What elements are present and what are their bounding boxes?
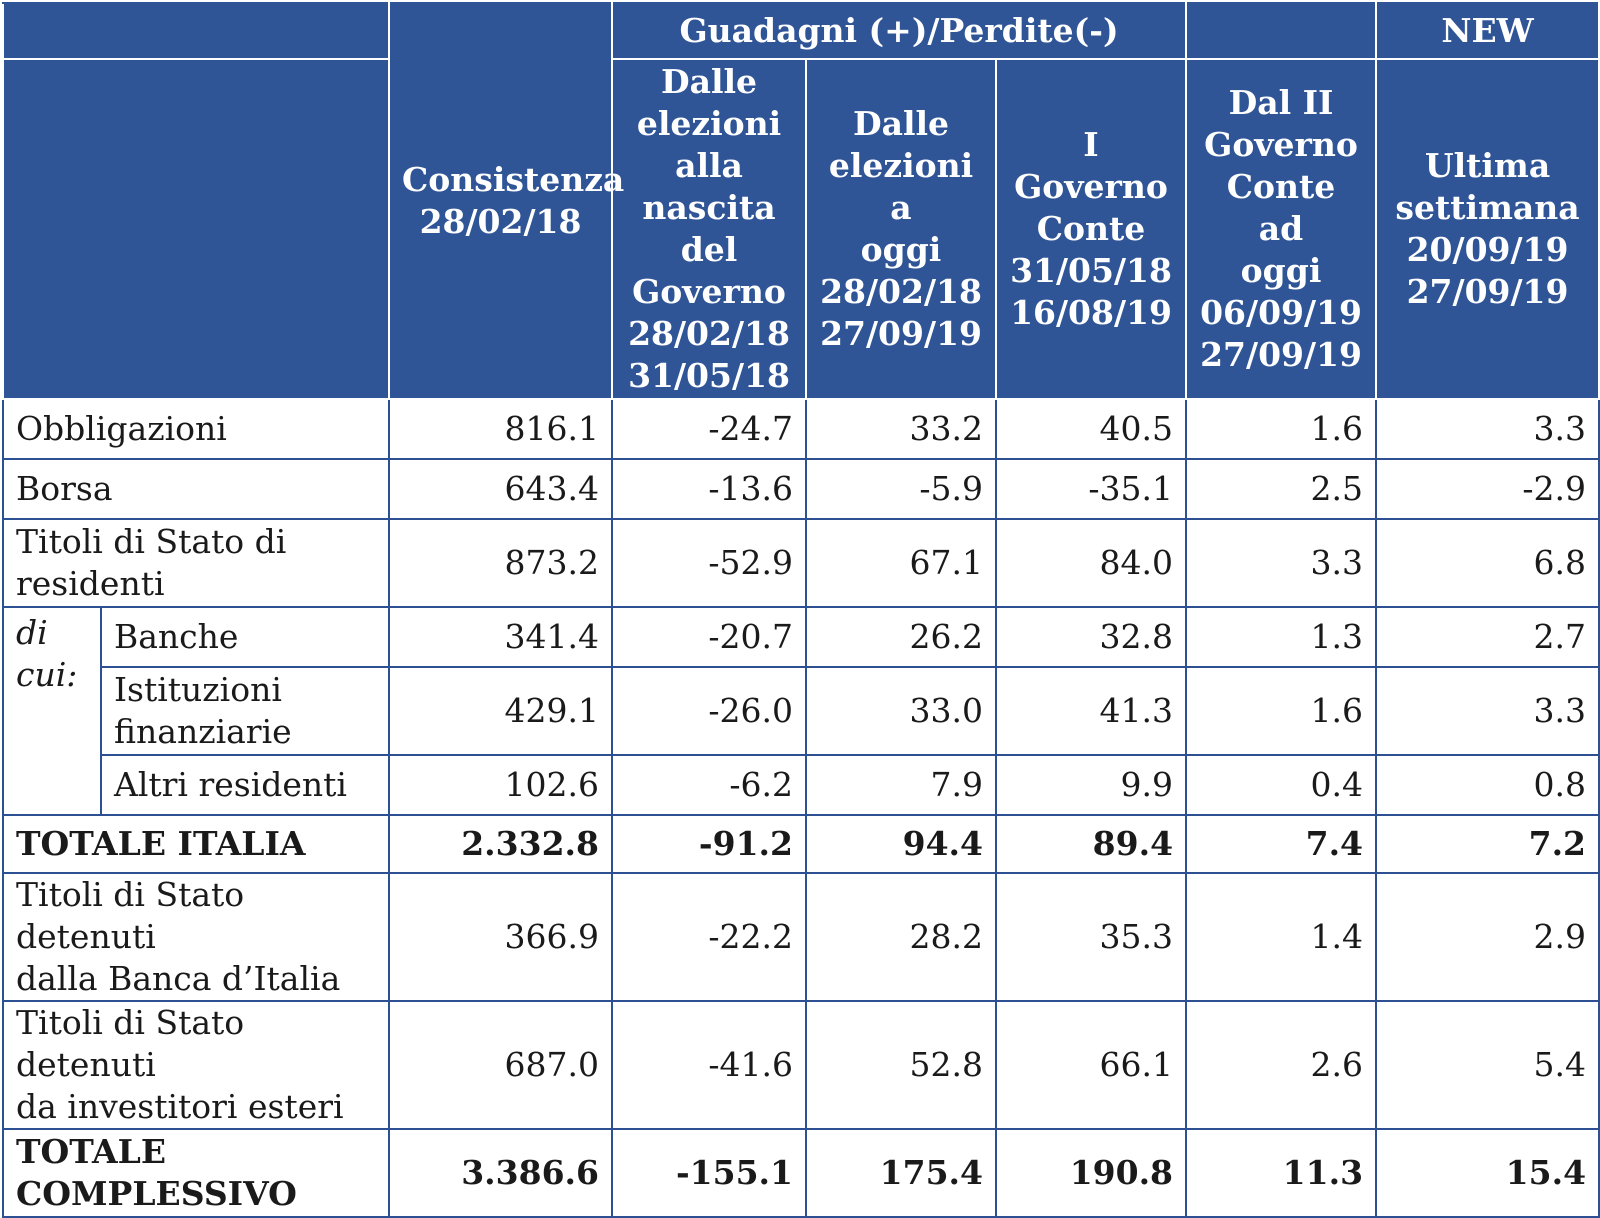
cell-elezioni-oggi: 7.9 [805, 754, 997, 816]
cell-elezioni-oggi: 52.8 [805, 1000, 997, 1130]
cell-elezioni-nascita: -52.9 [611, 518, 807, 608]
row-label: Banche [100, 606, 390, 668]
cell-elezioni-nascita: -13.6 [611, 458, 807, 520]
cell-ultima-settimana: 0.8 [1375, 754, 1600, 816]
table-row: Titoli di Stato detenuti da investitori e… [2, 1000, 1600, 1130]
cell-governo-conte-2: 1.3 [1185, 606, 1378, 668]
cell-elezioni-oggi: 33.2 [805, 398, 997, 460]
cell-consistenza: 341.4 [388, 606, 613, 668]
cell-elezioni-oggi: 67.1 [805, 518, 997, 608]
cell-ultima-settimana: 2.9 [1375, 872, 1600, 1002]
cell-governo-conte-1: 35.3 [994, 872, 1188, 1002]
cell-elezioni-oggi: 33.0 [805, 666, 997, 756]
row-label: Obbligazioni [2, 398, 390, 460]
header-blank-label-lower [2, 58, 390, 400]
cell-elezioni-oggi: 28.2 [805, 872, 997, 1002]
cell-governo-conte-2: 3.3 [1185, 518, 1378, 608]
cell-governo-conte-2: 1.6 [1185, 666, 1378, 756]
header-row-top: Consistenza 28/02/18 Guadagni (+)/Perdite… [2, 2, 1600, 400]
cell-elezioni-nascita: -91.2 [611, 814, 807, 874]
header-group-gains: Guadagni (+)/Perdite(-) [610, 2, 1188, 60]
cell-governo-conte-2: 11.3 [1185, 1128, 1378, 1218]
row-label: Istituzioni finanziarie [100, 666, 390, 756]
cell-consistenza: 873.2 [388, 518, 613, 608]
header-col-elezioni-nascita: Dalle elezioni alla nascita del Governo 28/02/… [611, 58, 807, 400]
cell-consistenza: 643.4 [388, 458, 613, 520]
table-row-total: TOTALE COMPLESSIVO 3.386.6 -155.1 175.4 1… [2, 1128, 1600, 1218]
cell-governo-conte-1: 40.5 [994, 398, 1188, 460]
cell-governo-conte-1: 190.8 [994, 1128, 1188, 1218]
cell-governo-conte-2: 0.4 [1185, 754, 1378, 816]
cell-consistenza: 366.9 [388, 872, 613, 1002]
header-col-governo-conte-1: I Governo Conte 31/05/18 16/08/19 [994, 58, 1188, 400]
cell-elezioni-nascita: -41.6 [611, 1000, 807, 1130]
cell-governo-conte-2: 1.4 [1185, 872, 1378, 1002]
cell-consistenza: 816.1 [388, 398, 613, 460]
cell-elezioni-oggi: -5.9 [805, 458, 997, 520]
table-row: Obbligazioni 816.1 -24.7 33.2 40.5 1.6 3… [2, 398, 1600, 460]
cell-ultima-settimana: 5.4 [1375, 1000, 1600, 1130]
row-label: Titoli di Stato detenuti dalla Banca d’It… [2, 872, 390, 1002]
header-blank-label [2, 2, 390, 60]
row-label: Titoli di Stato di residenti [2, 518, 390, 608]
cell-elezioni-oggi: 26.2 [805, 606, 997, 668]
cell-governo-conte-1: 41.3 [994, 666, 1188, 756]
subgroup-label: di cui: [2, 606, 102, 816]
cell-consistenza: 429.1 [388, 666, 613, 756]
table-row: Istituzioni finanziarie 429.1 -26.0 33.0 … [3, 666, 1600, 756]
table-row: Titoli di Stato di residenti 873.2 -52.9 … [2, 518, 1600, 608]
cell-governo-conte-1: 32.8 [994, 606, 1188, 668]
cell-ultima-settimana: -2.9 [1375, 458, 1600, 520]
header-consistenza: Consistenza 28/02/18 [388, 2, 624, 400]
cell-governo-conte-1: 9.9 [994, 754, 1188, 816]
header-row-bottom: Dalle elezioni alla nascita del Governo 28/02/… [2, 58, 1600, 400]
cell-elezioni-oggi: 94.4 [805, 814, 997, 874]
cell-governo-conte-1: 89.4 [994, 814, 1188, 874]
cell-consistenza: 2.332.8 [388, 814, 613, 874]
header-col-governo-conte-2: Dal II Governo Conte ad oggi 06/09/19 27/09/1… [1185, 58, 1378, 400]
cell-governo-conte-1: 84.0 [994, 518, 1188, 608]
cell-governo-conte-1: 66.1 [994, 1000, 1188, 1130]
cell-ultima-settimana: 3.3 [1375, 666, 1600, 756]
cell-governo-conte-2: 1.6 [1185, 398, 1378, 460]
cell-elezioni-nascita: -20.7 [611, 606, 807, 668]
table-row: Altri residenti 102.6 -6.2 7.9 9.9 0.4 0… [3, 754, 1600, 816]
cell-elezioni-nascita: -24.7 [611, 398, 807, 460]
cell-elezioni-nascita: -155.1 [611, 1128, 807, 1218]
cell-ultima-settimana: 2.7 [1375, 606, 1600, 668]
cell-consistenza: 687.0 [388, 1000, 613, 1130]
table-row: Borsa 643.4 -13.6 -5.9 -35.1 2.5 -2.9 [2, 458, 1600, 520]
cell-consistenza: 3.386.6 [388, 1128, 613, 1218]
cell-elezioni-nascita: -22.2 [611, 872, 807, 1002]
cell-elezioni-nascita: -26.0 [611, 666, 807, 756]
table-row: di cui: Banche 341.4 -20.7 26.2 32.8 1.3 … [2, 606, 1600, 816]
cell-governo-conte-2: 2.5 [1185, 458, 1378, 520]
cell-governo-conte-2: 7.4 [1185, 814, 1378, 874]
row-label: Titoli di Stato detenuti da investitori e… [2, 1000, 390, 1130]
cell-consistenza: 102.6 [388, 754, 613, 816]
cell-elezioni-oggi: 175.4 [805, 1128, 997, 1218]
cell-elezioni-nascita: -6.2 [611, 754, 807, 816]
header-group-blank [1185, 2, 1378, 60]
header-col-ultima-settimana: Ultima settimana 20/09/19 27/09/19 [1375, 58, 1600, 400]
cell-governo-conte-2: 2.6 [1185, 1000, 1378, 1130]
row-label: TOTALE ITALIA [2, 814, 390, 874]
header-group-new: NEW [1375, 2, 1600, 60]
table-row: Titoli di Stato detenuti dalla Banca d’It… [2, 872, 1600, 1002]
header-col-elezioni-oggi: Dalle elezioni a oggi 28/02/18 27/09/19 [805, 58, 997, 400]
row-label: Altri residenti [100, 754, 390, 816]
cell-ultima-settimana: 6.8 [1375, 518, 1600, 608]
row-label: TOTALE COMPLESSIVO [2, 1128, 390, 1218]
cell-ultima-settimana: 7.2 [1375, 814, 1600, 874]
cell-ultima-settimana: 3.3 [1375, 398, 1600, 460]
cell-governo-conte-1: -35.1 [994, 458, 1188, 520]
table-row-total: TOTALE ITALIA 2.332.8 -91.2 94.4 89.4 7.… [2, 814, 1600, 874]
row-label: Borsa [2, 458, 390, 520]
cell-ultima-settimana: 15.4 [1375, 1128, 1600, 1218]
